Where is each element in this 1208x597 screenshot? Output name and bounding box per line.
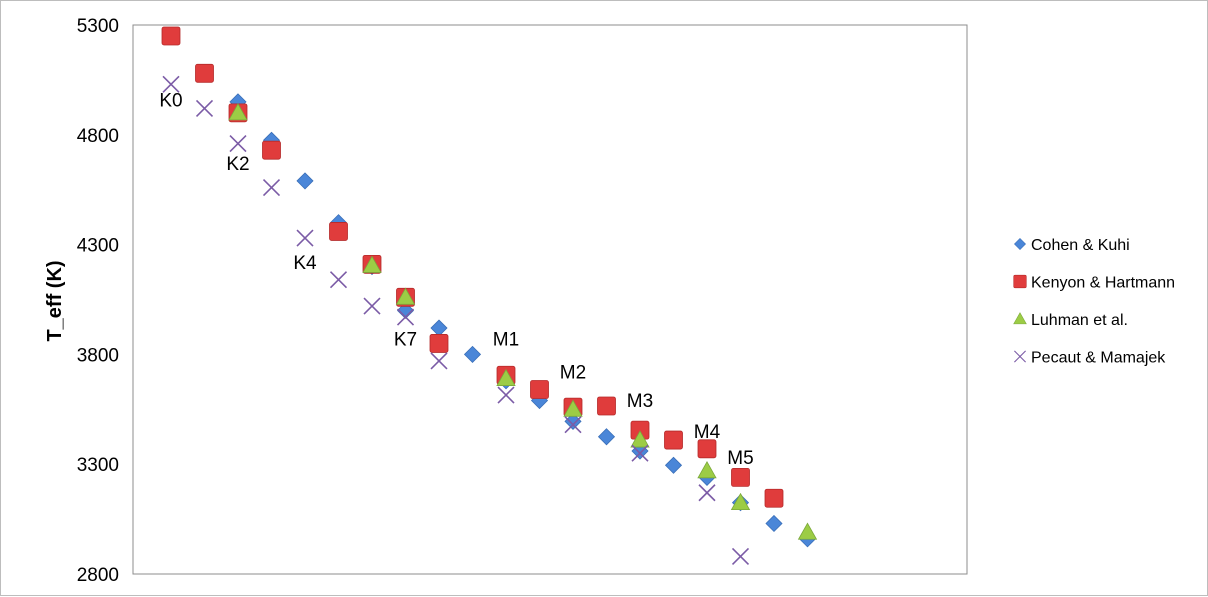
point-luhman-et-al: [730, 492, 751, 511]
point-luhman-et-al: [563, 399, 583, 417]
point-cohen-kuhi: [765, 514, 783, 533]
legend-item-cohen-kuhi: Cohen & Kuhi: [1014, 237, 1130, 254]
point-kenyon-hartmann: [597, 396, 616, 416]
legend-label: Kenyon & Hartmann: [1031, 275, 1175, 292]
point-kenyon-hartmann: [429, 334, 449, 353]
point-cohen-kuhi: [296, 172, 314, 190]
annotation-label: K7: [394, 330, 417, 351]
point-pecaut-mamajek: [731, 547, 750, 565]
legend-item-luhman-et-al: Luhman et al.: [1013, 312, 1128, 329]
legend-marker: [1013, 312, 1027, 325]
annotation-label: M2: [560, 363, 586, 384]
annotation-label: K0: [159, 90, 182, 111]
point-pecaut-mamajek: [296, 229, 314, 247]
point-kenyon-hartmann: [697, 439, 717, 459]
point-kenyon-hartmann: [731, 467, 750, 487]
point-luhman-et-al: [797, 522, 818, 540]
legend: Cohen & Kuhi Kenyon & Hartmann Luhman et a…: [1013, 237, 1175, 367]
point-cohen-kuhi: [430, 319, 448, 337]
legend-label: Cohen & Kuhi: [1031, 237, 1130, 254]
point-pecaut-mamajek: [430, 352, 448, 370]
point-luhman-et-al: [362, 255, 382, 273]
legend-label: Luhman et al.: [1031, 312, 1128, 329]
y-tick-label: 3300: [77, 455, 119, 476]
point-cohen-kuhi: [597, 428, 616, 446]
point-luhman-et-al: [496, 368, 516, 386]
legend-marker: [1014, 350, 1026, 363]
y-tick-label: 3800: [77, 345, 119, 366]
spectral-type-annotations: K0 K2 K4 K7 M1 M2 M3 M4 M5: [159, 90, 753, 469]
point-pecaut-mamajek: [698, 484, 716, 502]
data-points: [161, 26, 818, 565]
point-pecaut-mamajek: [329, 271, 348, 289]
point-cohen-kuhi: [664, 456, 683, 474]
annotation-label: K4: [293, 253, 317, 274]
annotation-label: K2: [226, 154, 249, 175]
point-kenyon-hartmann: [530, 380, 549, 399]
point-kenyon-hartmann: [195, 63, 214, 83]
point-kenyon-hartmann: [664, 430, 683, 450]
point-luhman-et-al: [630, 430, 650, 448]
point-pecaut-mamajek: [162, 75, 180, 93]
point-pecaut-mamajek: [497, 386, 515, 404]
point-luhman-et-al: [697, 460, 717, 479]
y-tick-label: 4300: [77, 236, 119, 257]
axes: [132, 24, 968, 575]
annotation-label: M5: [727, 448, 753, 469]
legend-item-pecaut-mamajek: Pecaut & Mamajek: [1014, 350, 1166, 367]
point-pecaut-mamajek: [262, 178, 281, 197]
annotation-label: M3: [627, 391, 653, 412]
point-pecaut-mamajek: [363, 297, 381, 315]
annotation-label: M4: [694, 422, 721, 443]
point-pecaut-mamajek: [564, 416, 582, 434]
y-tick-label: 4800: [77, 126, 119, 147]
point-pecaut-mamajek: [396, 308, 415, 326]
point-pecaut-mamajek: [229, 135, 247, 153]
y-axis-label: T_eff (K): [44, 260, 66, 341]
point-cohen-kuhi: [463, 345, 482, 363]
legend-label: Pecaut & Mamajek: [1031, 350, 1166, 367]
point-luhman-et-al: [228, 103, 248, 121]
y-tick-labels: 2800 3300 3800 4300 4800 5300: [77, 16, 119, 586]
point-pecaut-mamajek: [195, 99, 214, 118]
legend-item-kenyon-hartmann: Kenyon & Hartmann: [1013, 274, 1175, 292]
point-kenyon-hartmann: [329, 222, 348, 241]
plot-area-border: [132, 24, 968, 575]
point-kenyon-hartmann: [161, 26, 181, 46]
legend-marker: [1014, 238, 1026, 250]
y-tick-label: 5300: [77, 16, 119, 37]
legend-marker: [1013, 274, 1027, 289]
y-tick-label: 2800: [77, 565, 119, 586]
point-kenyon-hartmann: [262, 140, 281, 160]
annotation-label: M1: [493, 330, 519, 351]
point-pecaut-mamajek: [631, 444, 649, 462]
point-kenyon-hartmann: [764, 488, 784, 508]
point-luhman-et-al: [395, 287, 416, 305]
